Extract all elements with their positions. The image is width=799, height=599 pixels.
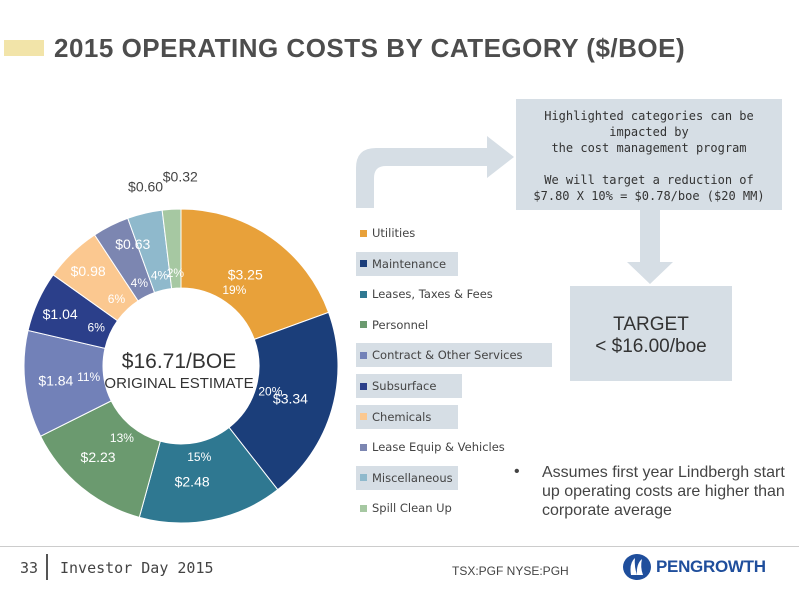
legend-label: Maintenance — [372, 256, 447, 271]
legend-item-spill-clean-up: Spill Clean Up — [356, 496, 452, 520]
callout-line: $7.80 X 10% = $0.78/boe ($20 MM) — [533, 189, 765, 203]
target-label: TARGET — [613, 314, 689, 335]
value-label-leases-taxes-fees: $2.48 — [175, 474, 210, 490]
legend-label: Chemicals — [372, 409, 432, 424]
percent-label-spill-clean-up: 2% — [167, 266, 185, 280]
slice-utilities — [180, 208, 330, 340]
legend-label: Subsurface — [372, 379, 437, 393]
percent-label-chemicals: 6% — [108, 292, 126, 306]
callout-line: the cost management program — [551, 141, 747, 155]
legend-label: Utilities — [372, 226, 416, 240]
percent-label-subsurface: 6% — [88, 321, 106, 335]
legend-swatch — [360, 443, 367, 451]
legend-swatch — [360, 321, 367, 329]
flow-arrow-down — [627, 210, 673, 284]
slice-spill-clean-up — [161, 208, 182, 290]
donut-slices — [23, 208, 339, 524]
value-label-spill-clean-up: $0.32 — [163, 168, 198, 184]
callout-line: Highlighted categories can be — [544, 109, 754, 123]
bullet-marker: • — [514, 463, 520, 480]
callout-box: Highlighted categories can be impacted b… — [516, 99, 782, 210]
legend-label: Leases, Taxes & Fees — [372, 287, 493, 302]
legend-swatch — [360, 351, 367, 359]
flow-arrow-right — [356, 136, 514, 208]
legend-label: Personnel — [372, 317, 429, 332]
legend-swatch — [360, 413, 367, 421]
legend-item-contract-other-services: Contract & Other Services — [356, 343, 552, 368]
legend-swatch — [360, 382, 367, 390]
value-label-chemicals: $0.98 — [71, 263, 106, 279]
slice-leases-taxes-fees — [138, 426, 279, 524]
value-label-maintenance: $3.34 — [273, 391, 308, 407]
assumption-bullet: • Assumes first year Lindbergh start up … — [514, 463, 794, 520]
percent-label-utilities: 19% — [222, 283, 246, 297]
legend-swatch — [360, 474, 367, 482]
legend-item-lease-equip-vehicles: Lease Equip & Vehicles — [356, 435, 505, 459]
footer-divider — [0, 546, 799, 547]
value-label-utilities: $3.25 — [228, 266, 263, 282]
value-label-contract-other-services: $1.84 — [38, 372, 73, 388]
legend-item-chemicals: Chemicals — [356, 404, 458, 429]
center-subtitle: ORIGINAL ESTIMATE — [104, 375, 254, 392]
target-value: < $16.00/boe — [595, 336, 707, 357]
target-box: TARGET < $16.00/boe — [570, 286, 732, 381]
percent-label-leases-taxes-fees: 15% — [187, 450, 211, 464]
callout-spacer — [516, 156, 782, 172]
legend-item-maintenance: Maintenance — [356, 251, 458, 276]
stock-tickers: TSX:PGF NYSE:PGH — [452, 564, 569, 578]
value-label-subsurface: $1.04 — [43, 306, 78, 322]
legend-swatch — [360, 229, 367, 237]
page-number-divider — [46, 554, 48, 580]
percent-label-lease-equip-vehicles: 4% — [131, 276, 149, 290]
legend-item-personnel: Personnel — [356, 313, 428, 337]
legend-item-subsurface: Subsurface — [356, 374, 462, 398]
bullet-text: Assumes first year Lindbergh start up op… — [542, 464, 785, 519]
legend-item-leases-taxes-fees: Leases, Taxes & Fees — [356, 282, 493, 306]
legend-label: Spill Clean Up — [372, 501, 452, 516]
legend-swatch — [360, 260, 367, 268]
value-label-miscellaneous: $0.60 — [128, 178, 163, 194]
legend-item-utilities: Utilities — [356, 221, 415, 245]
legend-item-miscellaneous: Miscellaneous — [356, 465, 458, 490]
value-label-lease-equip-vehicles: $0.63 — [115, 236, 150, 252]
percent-label-contract-other-services: 11% — [77, 370, 100, 384]
percent-label-maintenance: 20% — [258, 385, 282, 399]
callout-line: We will target a reduction of — [544, 173, 754, 187]
logo-wordmark: PENGROWTH — [656, 557, 766, 576]
percent-label-miscellaneous: 4% — [151, 269, 169, 283]
value-label-personnel: $2.23 — [81, 449, 116, 465]
value-labels: $3.25 $3.34 $2.48 $2.23 $1.84 $1.04 $0.98 $0.63… — [38, 168, 308, 489]
legend-swatch — [360, 504, 367, 512]
center-total: $16.71/BOE — [121, 350, 237, 373]
callout-line: impacted by — [609, 125, 689, 139]
percent-labels: 19%20%15%13%11%6%6%4%4%2% — [77, 266, 283, 464]
legend-swatch — [360, 290, 367, 298]
title-accent-bar — [4, 40, 44, 56]
pengrowth-logo-icon — [623, 554, 651, 580]
page-number: 33 — [20, 559, 39, 577]
legend-label: Miscellaneous — [372, 470, 453, 485]
slice-maintenance — [228, 311, 339, 491]
legend-label: Contract & Other Services — [372, 348, 523, 363]
event-name: Investor Day 2015 — [60, 559, 214, 577]
legend-label: Lease Equip & Vehicles — [372, 440, 505, 455]
company-logo: PENGROWTH — [622, 553, 766, 581]
page-title: 2015 OPERATING COSTS BY CATEGORY ($/BOE) — [54, 33, 686, 63]
percent-label-personnel: 13% — [110, 431, 134, 445]
